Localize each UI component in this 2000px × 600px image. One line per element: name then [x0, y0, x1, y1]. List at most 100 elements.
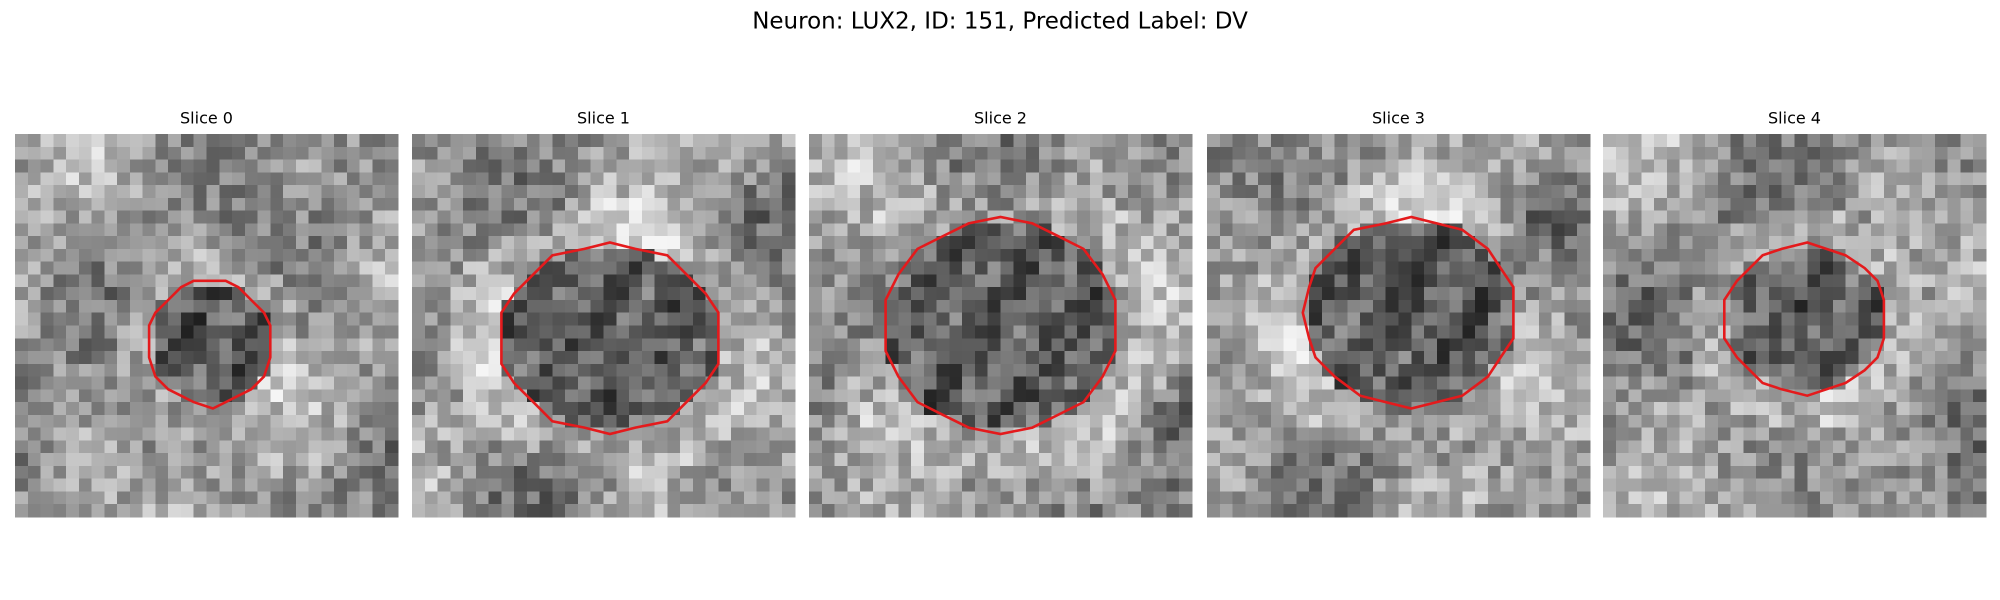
pixel: [539, 440, 554, 454]
pixel: [769, 223, 783, 237]
pixel: [718, 299, 732, 314]
pixel: [180, 376, 195, 390]
pixel: [1270, 376, 1285, 390]
pixel: [91, 325, 105, 339]
pixel: [1705, 146, 1719, 161]
pixel: [1832, 453, 1847, 467]
pixel: [1871, 299, 1885, 314]
pixel: [295, 325, 310, 339]
pixel: [616, 274, 630, 288]
pixel: [692, 414, 707, 429]
pixel: [385, 159, 399, 173]
pixel: [1115, 210, 1129, 224]
pixel: [1973, 376, 1987, 390]
pixel: [1283, 274, 1297, 288]
pixel: [667, 351, 681, 365]
pixel: [654, 312, 668, 327]
pixel: [1283, 248, 1297, 263]
pixel: [1743, 325, 1757, 339]
pixel: [66, 440, 80, 454]
pixel: [1947, 427, 1962, 441]
pixel: [1449, 453, 1463, 467]
pixel: [91, 299, 105, 314]
pixel: [1026, 491, 1040, 505]
pixel: [424, 363, 439, 378]
pixel: [821, 312, 836, 327]
pixel: [680, 236, 694, 250]
pixel: [1283, 478, 1297, 493]
pixel: [1538, 414, 1553, 429]
pixel: [1026, 210, 1040, 224]
pixel: [860, 236, 874, 250]
pixel: [168, 325, 182, 339]
pixel: [1922, 414, 1936, 429]
pixel: [1832, 427, 1847, 441]
pixel: [1934, 197, 1949, 212]
pixel: [1781, 491, 1796, 505]
pixel: [1089, 363, 1104, 378]
pixel: [1551, 363, 1566, 378]
pixel: [1219, 478, 1234, 493]
pixel: [359, 210, 374, 224]
pixel: [885, 351, 899, 365]
pixel: [987, 299, 1002, 314]
pixel: [295, 159, 310, 173]
pixel: [1551, 338, 1566, 352]
pixel: [577, 389, 592, 403]
pixel: [1000, 134, 1014, 148]
pixel: [257, 146, 271, 161]
pixel: [1513, 274, 1527, 288]
pixel: [1883, 210, 1898, 224]
pixel: [923, 478, 938, 493]
pixel: [40, 453, 54, 467]
pixel: [1679, 478, 1693, 493]
pixel: [987, 389, 1002, 403]
pixel: [104, 172, 118, 186]
pixel: [629, 146, 643, 161]
pixel: [565, 299, 579, 314]
pixel: [911, 453, 925, 467]
pixel: [1615, 363, 1630, 378]
pixel: [1258, 440, 1272, 454]
pixel: [15, 402, 29, 416]
pixel: [424, 325, 439, 339]
pixel: [949, 351, 963, 365]
pixel: [180, 402, 195, 416]
pixel: [565, 197, 579, 212]
pixel: [501, 427, 515, 441]
pixel: [860, 351, 874, 365]
pixel: [1679, 504, 1693, 518]
pixel: [1179, 351, 1193, 365]
pixel: [321, 134, 335, 148]
pixel: [911, 210, 925, 224]
pixel: [1462, 197, 1476, 212]
pixel: [860, 338, 874, 352]
pixel: [629, 427, 643, 441]
pixel: [1832, 389, 1847, 403]
pixel: [1270, 478, 1285, 493]
pixel: [1398, 236, 1412, 250]
pixel: [1756, 338, 1770, 352]
pixel: [1166, 197, 1180, 212]
pixel: [53, 402, 67, 416]
pixel: [885, 223, 899, 237]
pixel: [1385, 134, 1400, 148]
pixel: [1064, 325, 1078, 339]
pixel: [680, 325, 694, 339]
pixel: [898, 338, 912, 352]
pixel: [1781, 134, 1796, 148]
pixel: [1347, 146, 1361, 161]
pixel: [911, 287, 925, 301]
pixel: [1140, 261, 1155, 276]
pixel: [334, 453, 348, 467]
pixel: [680, 363, 694, 378]
pixel: [1564, 478, 1578, 493]
pixel: [15, 351, 29, 365]
pixel: [117, 299, 131, 314]
pixel: [142, 491, 157, 505]
pixel: [1219, 312, 1234, 327]
pixel: [1128, 274, 1142, 288]
pixel: [1845, 402, 1859, 416]
pixel: [463, 389, 477, 403]
pixel: [1360, 325, 1374, 339]
